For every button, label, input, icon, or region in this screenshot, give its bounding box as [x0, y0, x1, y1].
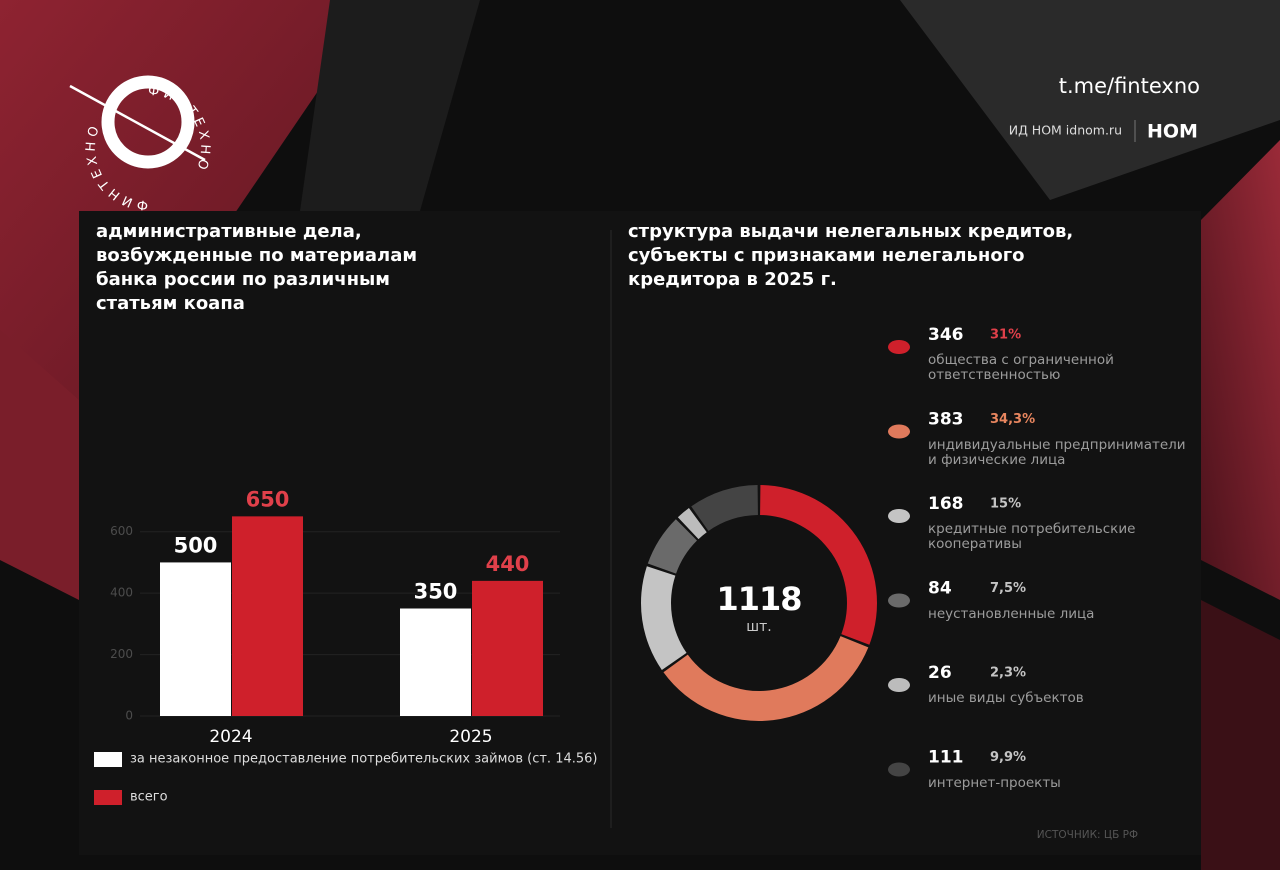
x-tick-label: 2024 [209, 727, 252, 747]
legend-swatch [94, 752, 122, 767]
value-label: 440 [486, 552, 530, 576]
legend-label: индивидуальные предприниматели и физичес… [928, 437, 1186, 468]
legend-percent: 9,9% [990, 750, 1026, 765]
legend-value: 383 [928, 410, 964, 430]
legend-dot [888, 509, 910, 523]
value-label: 650 [246, 487, 290, 511]
legend-label-box: иные виды субъектов [928, 691, 1084, 706]
legend-label-box: неустановленные лица [928, 606, 1095, 622]
bg-shape [1201, 140, 1280, 600]
legend-dot [888, 424, 910, 439]
donut-segment [677, 508, 707, 540]
legend-dot [888, 340, 910, 354]
donut-segment [760, 485, 877, 645]
value-label: 350 [414, 580, 458, 604]
source: ИСТОЧНИК: ЦБ РФ [1037, 829, 1138, 841]
legend-label: иные виды субъектов [928, 691, 1084, 706]
legend-value: 26 [928, 663, 952, 683]
legend-label: за незаконное предоставление потребитель… [130, 752, 598, 767]
legend-percent: 31% [990, 328, 1021, 343]
logo-slash [69, 84, 206, 162]
legend-percent: 15% [990, 497, 1021, 512]
legend-percent: 34,3% [990, 412, 1035, 427]
title-box: административные дела, возбужденные по м… [96, 221, 418, 314]
legend-label-box: общества с ограниченной ответственностью [928, 353, 1114, 383]
bar [400, 608, 471, 716]
legend-label: интернет-проекты [928, 775, 1061, 791]
donut-segment [663, 636, 869, 722]
legend-swatch [94, 790, 122, 805]
logo-ring [101, 75, 195, 169]
y-tick-label: 400 [110, 586, 133, 600]
bg-shape [300, 0, 480, 211]
legend-label: всего [130, 790, 168, 805]
legend-value: 346 [928, 325, 964, 345]
legend-percent: 2,3% [990, 666, 1026, 681]
legend-label-box: кредитные потребительские кооперативы [928, 522, 1136, 552]
value-label: 500 [174, 533, 218, 557]
bg-shape [1201, 600, 1280, 870]
title-box: структура выдачи нелегальных кредитов, с… [628, 221, 1074, 290]
legend-label: неустановленные лица [928, 606, 1095, 622]
legend-percent: 7,5% [990, 581, 1026, 596]
y-tick-label: 600 [110, 524, 133, 538]
bar [160, 562, 231, 716]
legend-dot [888, 593, 910, 608]
legend-value: 111 [928, 748, 964, 768]
bar [472, 580, 543, 716]
legend-label: общества с ограниченной ответственностью [928, 353, 1114, 383]
chart-title: структура выдачи нелегальных кредитов, с… [628, 221, 1074, 290]
channel: t.me/fintexno [1059, 74, 1200, 98]
total: 1118 [716, 580, 801, 618]
bg-shape [0, 330, 79, 600]
legend-dot [888, 762, 910, 777]
legend-value: 84 [928, 579, 952, 599]
y-tick-label: 200 [110, 647, 133, 661]
bar [232, 516, 303, 716]
legend-value: 168 [928, 494, 964, 514]
publisher: ИД НОМ idnom.ru [1009, 123, 1122, 138]
brand: НОМ [1147, 121, 1198, 143]
donut-segment [640, 566, 687, 670]
donut-segment [691, 485, 758, 531]
legend-label-box: индивидуальные предприниматели и физичес… [928, 437, 1186, 468]
x-tick-label: 2025 [449, 727, 492, 747]
chart-title: административные дела, возбужденные по м… [96, 221, 418, 314]
y-tick-label: 0 [125, 709, 133, 723]
total-unit: шт. [746, 619, 771, 635]
donut-segment [647, 519, 697, 574]
legend-label: кредитные потребительские кооперативы [928, 522, 1136, 552]
bg-shape [900, 0, 1280, 200]
legend-dot [888, 678, 910, 692]
legend-label-box: интернет-проекты [928, 775, 1061, 791]
